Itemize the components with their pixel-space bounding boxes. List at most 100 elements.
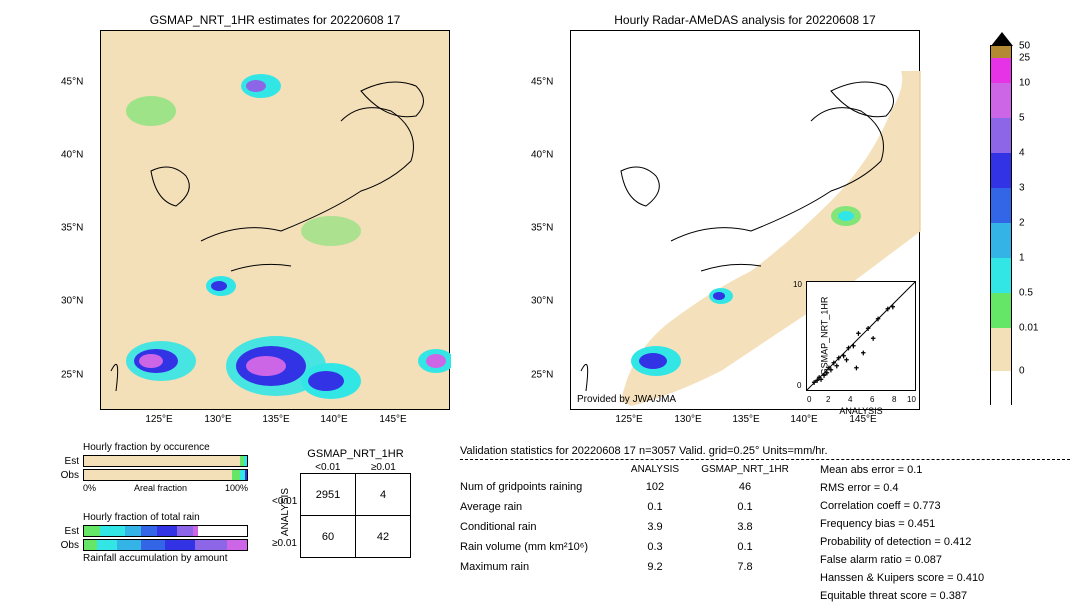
colorbar-label-7: 1 [1019, 253, 1025, 264]
hft-est-seg-0 [84, 526, 100, 536]
hft-est-seg-6 [193, 526, 198, 536]
val-col1: ANALYSIS [610, 464, 700, 475]
right-ytick-2: 35°N [531, 223, 553, 234]
contingency-col-0: <0.01 [315, 462, 340, 473]
contingency-row-0: <0.01 [272, 496, 297, 507]
hfo-axis-right: 100% [225, 483, 248, 493]
val-row-v1-4: 9.2 [610, 561, 700, 573]
val-row-label-3: Rain volume (mm km²10⁶) [460, 541, 610, 553]
right-xtick-0: 125°E [615, 414, 642, 425]
hft-footer: Rainfall accumulation by amount [83, 553, 248, 564]
colorbar-seg-6 [991, 223, 1011, 258]
colorbar: 502510543210.50.010 [990, 45, 1012, 405]
hft-obs-seg-5 [195, 540, 228, 550]
hfo-obs-seg-0 [84, 470, 232, 480]
hft-obs-seg-1 [97, 540, 117, 550]
hft-obs-seg-0 [84, 540, 97, 550]
left-xtick-3: 140°E [320, 414, 347, 425]
left-ytick-3: 40°N [61, 150, 83, 161]
val-row-label-1: Average rain [460, 501, 610, 513]
hfo-est-seg-0 [84, 456, 240, 466]
hft-est-label: Est [55, 526, 83, 537]
svg-text:+: + [890, 302, 895, 311]
colorbar-label-9: 0.01 [1019, 323, 1038, 334]
val-stat-2: Correlation coeff = 0.773 [820, 500, 984, 512]
left-map-panel: GSMAP_NRT_1HR estimates for 20220608 17 … [100, 30, 450, 410]
scatter-ytick-0: 0 [797, 381, 801, 390]
val-row-1: Average rain0.10.1 [460, 501, 790, 513]
val-stat-3: Frequency bias = 0.451 [820, 518, 984, 530]
scatter-xtick-4: 4 [848, 395, 852, 404]
left-xtick-1: 130°E [204, 414, 231, 425]
val-row-0: Num of gridpoints raining10246 [460, 481, 790, 493]
left-ytick-1: 30°N [61, 296, 83, 307]
val-row-label-4: Maximum rain [460, 561, 610, 573]
contingency-cell-10: 60 [301, 516, 356, 558]
val-row-v1-1: 0.1 [610, 501, 700, 513]
colorbar-seg-8 [991, 293, 1011, 328]
hfo-obs-seg-1 [232, 470, 240, 480]
colorbar-label-5: 3 [1019, 183, 1025, 194]
hft-est-seg-2 [125, 526, 141, 536]
colorbar-seg-5 [991, 188, 1011, 223]
colorbar-label-1: 25 [1019, 53, 1030, 64]
hfo-obs-label: Obs [55, 470, 83, 481]
right-ytick-4: 45°N [531, 77, 553, 88]
colorbar-seg-10 [991, 371, 1011, 406]
validation-table: ANALYSIS GSMAP_NRT_1HR Num of gridpoints… [460, 464, 790, 608]
colorbar-seg-4 [991, 153, 1011, 188]
colorbar-label-6: 2 [1019, 218, 1025, 229]
hft-title: Hourly fraction of total rain [83, 512, 248, 523]
colorbar-seg-2 [991, 83, 1011, 118]
hfo-obs-seg-3 [245, 470, 247, 480]
left-xtick-2: 135°E [262, 414, 289, 425]
hft-obs-seg-4 [165, 540, 194, 550]
contingency-cell-11: 42 [356, 516, 411, 558]
val-row-label-2: Conditional rain [460, 521, 610, 533]
hourly-fraction-total: Hourly fraction of total rain Est Obs Ra… [55, 510, 248, 566]
scatter-xlabel: ANALYSIS [807, 406, 915, 416]
colorbar-seg-9 [991, 328, 1011, 371]
val-row-v1-0: 102 [610, 481, 700, 493]
val-stat-6: Hanssen & Kuipers score = 0.410 [820, 572, 984, 584]
hft-est-seg-3 [141, 526, 157, 536]
val-stat-4: Probability of detection = 0.412 [820, 536, 984, 548]
colorbar-label-0: 50 [1019, 41, 1030, 52]
val-stat-0: Mean abs error = 0.1 [820, 464, 984, 476]
right-ytick-1: 30°N [531, 296, 553, 307]
right-map-attribution: Provided by JWA/JMA [577, 394, 676, 405]
val-row-v1-2: 3.9 [610, 521, 700, 533]
scatter-xtick-10: 10 [907, 395, 916, 404]
colorbar-seg-1 [991, 58, 1011, 83]
svg-text:+: + [834, 361, 839, 370]
left-ytick-2: 35°N [61, 223, 83, 234]
colorbar-arrow-icon [991, 32, 1013, 46]
svg-text:+: + [851, 342, 856, 351]
contingency-row-1: ≥0.01 [272, 538, 297, 549]
val-row-v2-0: 46 [700, 481, 790, 493]
contingency-table: GSMAP_NRT_1HR <0.01 ≥0.01 2951 4 60 42 A… [300, 448, 411, 558]
hft-obs-seg-2 [117, 540, 141, 550]
right-ytick-3: 40°N [531, 150, 553, 161]
right-xtick-1: 130°E [674, 414, 701, 425]
hft-est-seg-4 [157, 526, 177, 536]
left-ytick-4: 45°N [61, 77, 83, 88]
left-map-svg [101, 31, 451, 411]
svg-text:+: + [854, 363, 859, 372]
left-xtick-4: 145°E [379, 414, 406, 425]
left-map-title: GSMAP_NRT_1HR estimates for 20220608 17 [101, 13, 449, 27]
hfo-title: Hourly fraction by occurence [83, 442, 248, 453]
scatter-xtick-8: 8 [892, 395, 896, 404]
val-stat-5: False alarm ratio = 0.087 [820, 554, 984, 566]
val-row-label-0: Num of gridpoints raining [460, 481, 610, 493]
right-xtick-2: 135°E [732, 414, 759, 425]
svg-text:+: + [861, 349, 866, 358]
hourly-fraction-occurrence: Hourly fraction by occurence Est Obs 0% … [55, 440, 248, 493]
hfo-est-label: Est [55, 456, 83, 467]
svg-text:+: + [844, 356, 849, 365]
colorbar-seg-0 [991, 46, 1011, 58]
val-row-2: Conditional rain3.93.8 [460, 521, 790, 533]
right-map-title: Hourly Radar-AMeDAS analysis for 2022060… [571, 13, 919, 27]
val-row-v2-2: 3.8 [700, 521, 790, 533]
hft-obs-seg-3 [141, 540, 165, 550]
